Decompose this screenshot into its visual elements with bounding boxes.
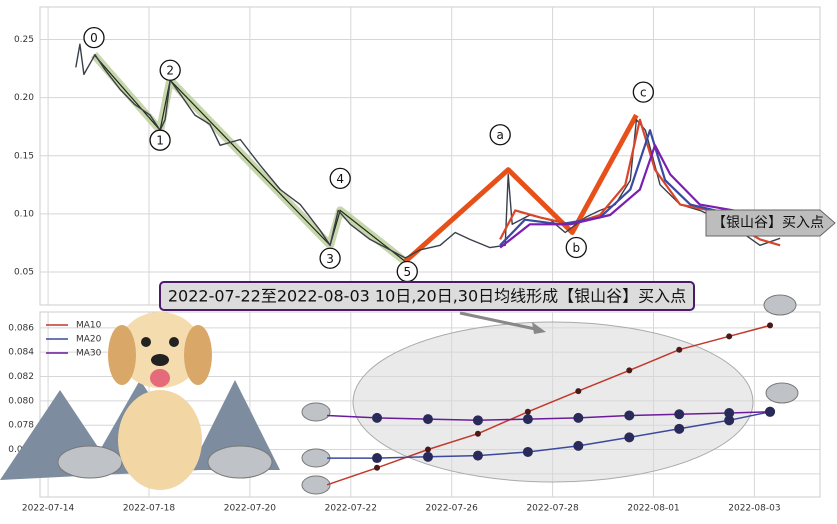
ingot: [763, 294, 797, 316]
y-tick-label: 0.082: [8, 372, 34, 382]
ingot: [765, 382, 799, 404]
dog-head: [118, 312, 202, 388]
x-tick-label: 2022-07-26: [426, 504, 479, 514]
ma-dot: [573, 412, 584, 423]
ma-dot: [724, 408, 735, 419]
wave-label: 5: [403, 265, 411, 279]
wave-label: a: [497, 128, 504, 142]
wave-label-ring: [319, 247, 341, 269]
ma-dot: [676, 346, 683, 353]
mountain: [190, 380, 280, 470]
top-panel: 0.05 0.10 0.15 0.20 0.25 0 1 2 3 4 5 a b c: [14, 6, 821, 306]
wave-label-ring: [565, 236, 587, 259]
dog-eye: [141, 337, 151, 347]
ma-dot: [624, 410, 635, 421]
ma-dot: [422, 451, 433, 462]
wave-label-ring: [83, 27, 105, 49]
legend-label: MA10: [76, 321, 102, 331]
signal-label: 【银山谷】买入点: [712, 215, 824, 231]
ma-dot: [765, 406, 776, 417]
ma-dot: [374, 464, 381, 471]
banner-box: [159, 281, 695, 311]
banner: 2022-07-22至2022-08-03 10日,20日,30日均线形成【银山…: [168, 287, 686, 306]
legend-label: MA30: [76, 349, 102, 359]
dog-body: [118, 390, 202, 490]
wave-label: 2: [166, 64, 174, 78]
ma-dot: [372, 453, 383, 464]
y-tick-label: 0.10: [14, 209, 34, 219]
x-tick-label: 2022-08-01: [627, 504, 679, 514]
ma-dot: [575, 388, 582, 395]
dog-tongue: [150, 369, 170, 387]
x-tick-label: 2022-07-14: [22, 504, 75, 514]
x-tick-label: 2022-07-28: [526, 504, 579, 514]
ingot: [301, 402, 331, 422]
arrow: [459, 311, 541, 332]
ma-dot: [724, 415, 735, 426]
ma-dot: [674, 423, 685, 434]
wave-label-ring: [149, 129, 171, 151]
ma-dot: [726, 333, 733, 340]
ingot: [57, 445, 123, 479]
x-tick-label: 2022-07-18: [123, 504, 176, 514]
y-tick-label: 0.080: [8, 396, 34, 406]
wave-label: 4: [336, 172, 344, 186]
x-tick-label: 2022-07-22: [325, 504, 377, 514]
overlay: 2022-07-22至2022-08-03 10日,20日,30日均线形成【银山…: [159, 209, 836, 311]
ma-dot: [472, 450, 483, 461]
x-tick-label: 2022-08-03: [728, 504, 780, 514]
wave-label-ring: [489, 124, 511, 146]
legend-label: MA20: [76, 335, 102, 345]
ma-dot: [474, 430, 481, 437]
y-tick-label: 0.25: [14, 35, 34, 45]
ma-dot: [624, 432, 635, 443]
ingot: [207, 445, 273, 479]
wave-label: 1: [156, 134, 164, 148]
ingot: [301, 448, 331, 468]
wave-core: [93, 54, 406, 263]
dog-nose: [151, 354, 169, 366]
arrow-head: [532, 322, 546, 334]
wave-line: [403, 113, 639, 264]
x-tick-label: 2022-07-20: [224, 504, 277, 514]
ma-dot: [422, 414, 433, 425]
wave-label-ring: [632, 81, 655, 103]
y-tick-label: 0.084: [8, 348, 34, 358]
ma-line: [327, 411, 771, 459]
dog-ear: [108, 325, 136, 385]
wave-label-ring: [159, 59, 181, 81]
ma-dot: [524, 408, 531, 415]
dog-ear: [184, 325, 212, 385]
ma-dot: [472, 415, 483, 426]
ma-dot: [424, 446, 431, 453]
y-tick-label: 0.05: [14, 267, 34, 277]
wave-label: c: [640, 86, 647, 100]
signal-box: [705, 209, 836, 237]
wave-label-ring: [329, 167, 351, 190]
ma-line: [327, 411, 771, 422]
ma-dot: [674, 409, 685, 420]
y-tick-label: 0.15: [14, 151, 34, 161]
ma-dot: [573, 440, 584, 451]
ma-dot: [626, 367, 633, 374]
wave-label: b: [572, 241, 580, 255]
wave-label: 0: [90, 31, 98, 45]
wave-label: 3: [326, 252, 334, 266]
ma-dot: [522, 414, 533, 425]
ma-dot: [767, 322, 774, 329]
y-tick-label: 0.086: [8, 323, 34, 333]
ingot: [301, 475, 331, 495]
dog-eye: [169, 337, 179, 347]
ma-dot: [372, 412, 383, 423]
ma-dot: [522, 446, 533, 457]
ma-line: [326, 324, 771, 486]
y-tick-label: 0.20: [14, 93, 34, 103]
y-tick-label: 0.078: [8, 421, 34, 431]
